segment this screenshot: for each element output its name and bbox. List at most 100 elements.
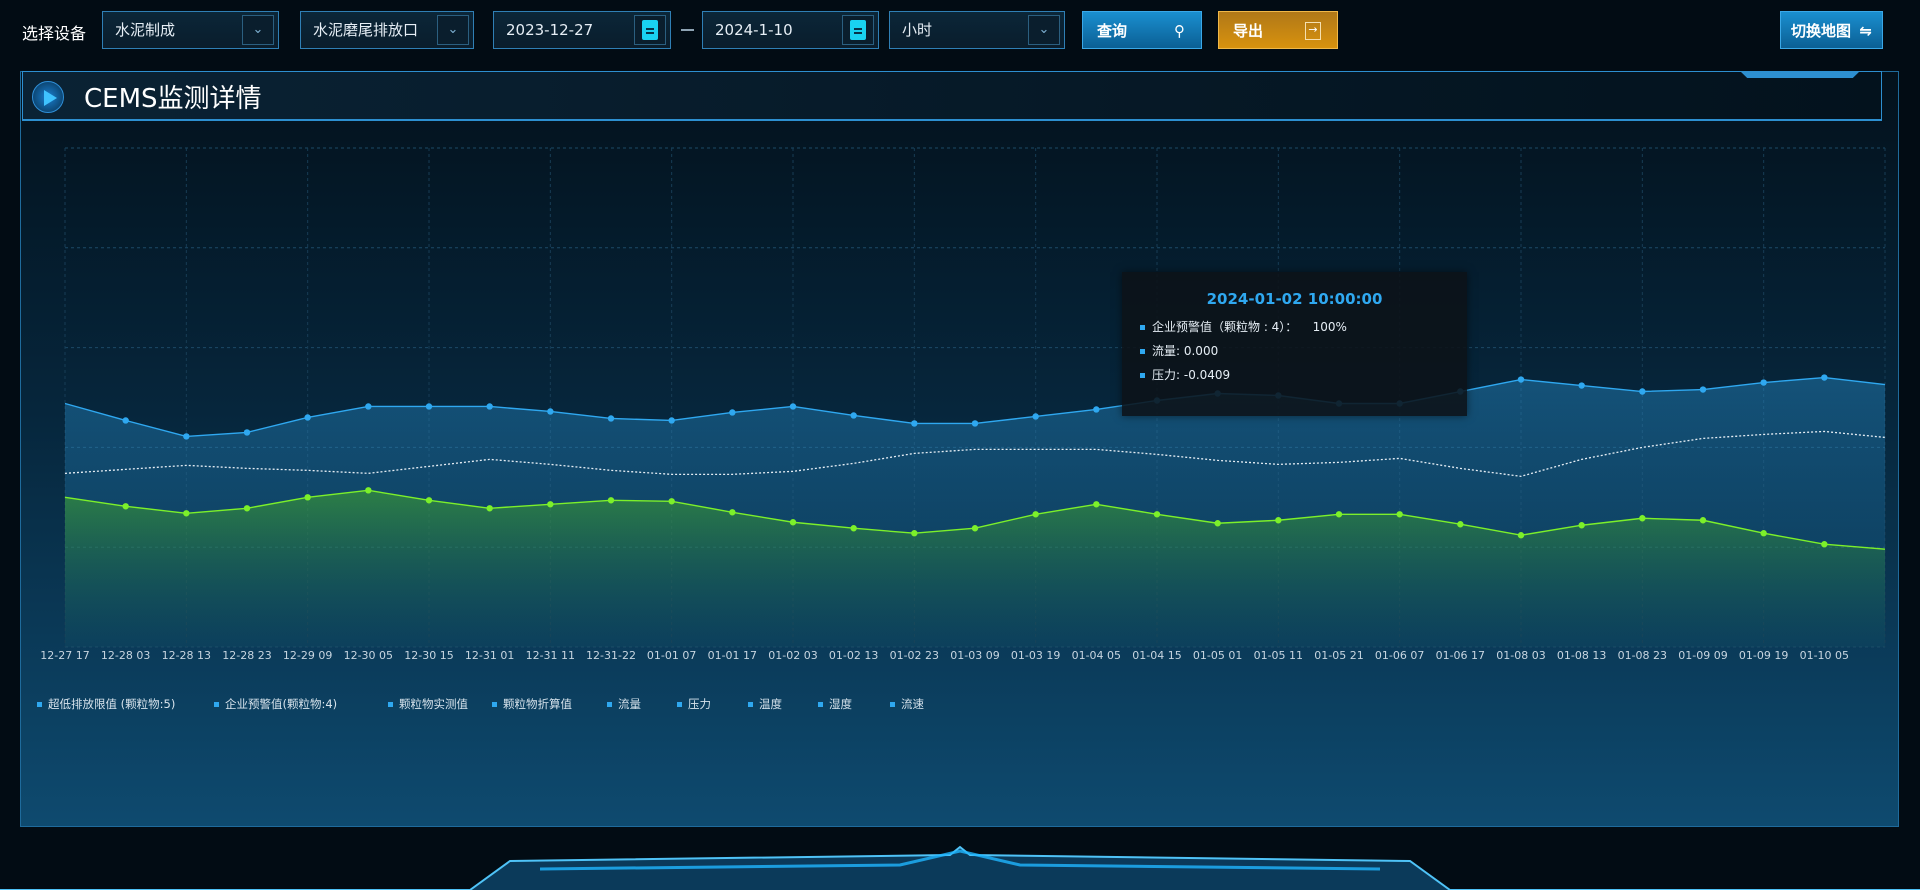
data-point[interactable] [971, 420, 979, 427]
data-point[interactable] [304, 414, 311, 421]
chevron-down-icon[interactable]: ⌄ [242, 15, 274, 45]
data-point[interactable] [365, 487, 372, 494]
data-point[interactable] [1760, 530, 1767, 537]
data-point[interactable] [1517, 376, 1525, 383]
data-point[interactable] [668, 417, 675, 424]
x-tick-label: 01-04 15 [1132, 649, 1182, 662]
swap-icon: ⇋ [1859, 22, 1872, 40]
x-tick-label: 01-03 19 [1010, 649, 1061, 662]
data-point[interactable] [304, 494, 311, 501]
legend-item[interactable]: 超低排放限值 (颗粒物:5) [37, 696, 175, 712]
data-point[interactable] [1578, 382, 1585, 389]
legend-marker-icon [388, 702, 393, 707]
data-point[interactable] [789, 519, 797, 526]
query-label: 查询 [1097, 22, 1128, 40]
title-bar-decoration [1740, 71, 1860, 78]
data-point[interactable] [1639, 515, 1646, 522]
legend-item[interactable]: 温度 [748, 696, 782, 712]
date-range-separator [681, 29, 694, 31]
outlet-select[interactable]: 水泥磨尾排放口 ⌄ [300, 11, 474, 49]
chevron-down-icon[interactable]: ⌄ [1028, 15, 1060, 45]
data-point[interactable] [789, 403, 797, 410]
calendar-button[interactable] [634, 15, 666, 45]
data-point[interactable] [425, 403, 433, 410]
data-point[interactable] [183, 510, 190, 517]
data-point[interactable] [1699, 517, 1707, 524]
data-point[interactable] [1457, 521, 1464, 528]
data-point[interactable] [1153, 511, 1161, 518]
data-point[interactable] [607, 415, 615, 422]
data-point[interactable] [1214, 520, 1221, 527]
data-point[interactable] [1639, 388, 1646, 395]
interval-select[interactable]: 小时 ⌄ [889, 11, 1065, 49]
data-point[interactable] [547, 501, 554, 508]
x-tick-label: 01-10 05 [1799, 649, 1850, 662]
legend-item[interactable]: 湿度 [818, 696, 852, 712]
data-point[interactable] [850, 412, 857, 419]
data-point[interactable] [486, 505, 493, 512]
play-icon [32, 81, 64, 113]
data-point[interactable] [486, 403, 493, 410]
legend-label: 企业预警值(颗粒物:4) [225, 697, 338, 711]
data-point[interactable] [607, 497, 615, 504]
data-point[interactable] [425, 497, 433, 504]
data-point[interactable] [668, 498, 675, 505]
x-tick-label: 01-02 03 [768, 649, 818, 662]
calendar-button[interactable] [842, 15, 874, 45]
x-tick-label: 01-08 03 [1496, 649, 1546, 662]
legend-item[interactable]: 流量 [607, 696, 641, 712]
device-select[interactable]: 水泥制成 ⌄ [102, 11, 279, 49]
data-point[interactable] [547, 408, 554, 415]
data-point[interactable] [1032, 511, 1039, 518]
data-point[interactable] [1093, 501, 1100, 508]
data-point[interactable] [183, 433, 190, 440]
data-point[interactable] [729, 409, 736, 416]
data-point[interactable] [971, 525, 979, 532]
legend-marker-icon [677, 702, 682, 707]
data-point[interactable] [1335, 511, 1343, 518]
data-point[interactable] [1275, 517, 1282, 524]
panel-title-bar [22, 71, 1882, 121]
data-point[interactable] [1760, 379, 1767, 386]
x-tick-label: 01-05 21 [1314, 649, 1364, 662]
legend-label: 超低排放限值 (颗粒物:5) [48, 697, 176, 711]
legend-item[interactable]: 颗粒物折算值 [492, 696, 572, 712]
legend-item[interactable]: 压力 [677, 696, 711, 712]
x-tick-label: 01-01 07 [646, 649, 697, 662]
tooltip-row: 流量: 0.000 [1140, 342, 1467, 358]
data-point[interactable] [729, 509, 736, 516]
data-point[interactable] [1517, 532, 1525, 539]
x-tick-label: 01-09 09 [1678, 649, 1728, 662]
data-point[interactable] [911, 530, 918, 537]
data-point[interactable] [850, 525, 857, 532]
x-tick-label: 01-05 01 [1192, 649, 1243, 662]
legend-label: 颗粒物实测值 [399, 697, 468, 711]
data-point[interactable] [911, 420, 918, 427]
end-date-input[interactable]: 2024-1-10 [702, 11, 879, 49]
legend-item[interactable]: 企业预警值(颗粒物:4) [214, 696, 337, 712]
switch-map-button[interactable]: 切换地图 ⇋ [1780, 11, 1883, 49]
legend-item[interactable]: 流速 [890, 696, 924, 712]
x-tick-label: 01-06 07 [1374, 649, 1425, 662]
data-point[interactable] [122, 503, 129, 510]
start-date-input[interactable]: 2023-12-27 [493, 11, 671, 49]
data-point[interactable] [122, 417, 129, 424]
data-point[interactable] [1699, 386, 1707, 393]
query-button[interactable]: 查询 ⚲ [1082, 11, 1202, 49]
data-point[interactable] [1821, 374, 1828, 381]
export-button[interactable]: 导出 → [1218, 11, 1338, 49]
chevron-down-icon[interactable]: ⌄ [437, 15, 469, 45]
legend-marker-icon [890, 702, 895, 707]
data-point[interactable] [1396, 511, 1403, 518]
search-icon: ⚲ [1174, 22, 1185, 40]
series-marker-icon [1140, 373, 1145, 378]
data-point[interactable] [1032, 413, 1039, 420]
data-point[interactable] [365, 403, 372, 410]
data-point[interactable] [1578, 522, 1585, 529]
x-tick-label: 12-29 09 [282, 649, 333, 662]
legend-item[interactable]: 颗粒物实测值 [388, 696, 468, 712]
data-point[interactable] [243, 505, 251, 512]
data-point[interactable] [1093, 406, 1100, 413]
data-point[interactable] [243, 429, 251, 436]
data-point[interactable] [1821, 541, 1828, 548]
